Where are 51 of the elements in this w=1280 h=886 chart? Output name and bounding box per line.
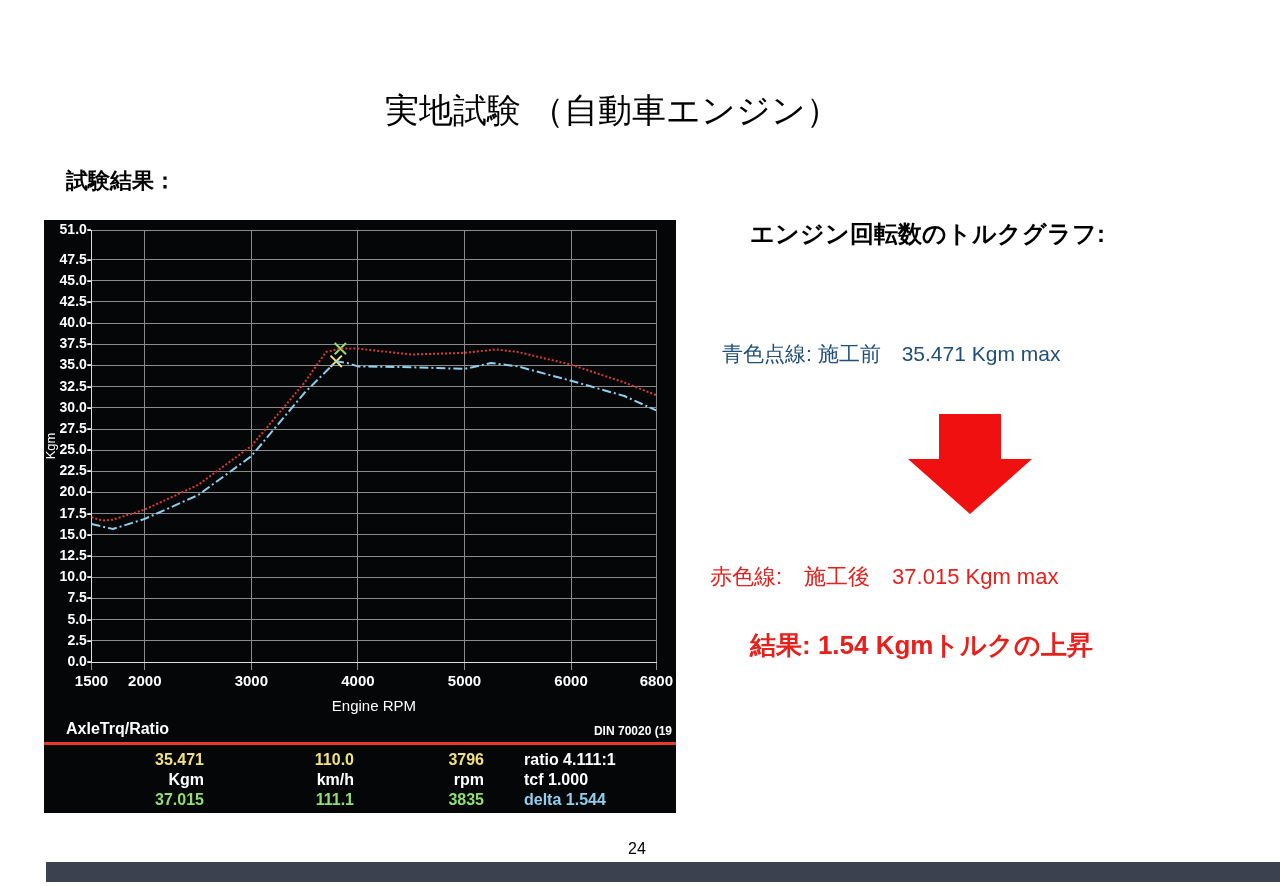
x-tick-label: 2000 bbox=[128, 672, 162, 690]
text: 3835 bbox=[447, 791, 484, 809]
y-tick-label: 12.5- bbox=[59, 546, 92, 563]
y-tick-label: 22.5- bbox=[59, 462, 92, 479]
text: delta 1.544 bbox=[523, 791, 607, 809]
y-tick-label: 45.0- bbox=[59, 271, 92, 288]
y-tick-label: 5.0- bbox=[67, 610, 92, 627]
y-tick-label: 20.0- bbox=[59, 483, 92, 500]
text: 37.015 bbox=[154, 791, 204, 809]
x-tick-label: 3000 bbox=[234, 672, 269, 690]
x-tick-label: 1500 bbox=[74, 672, 109, 690]
y-tick-label: 35.0- bbox=[59, 356, 92, 373]
text: 3796 bbox=[447, 751, 484, 769]
text: km/h bbox=[315, 771, 354, 789]
chart-title: 実地試験 （自動車エンジン） bbox=[385, 90, 841, 131]
y-tick-label: 32.5- bbox=[59, 377, 92, 394]
text: tcf 1.000 bbox=[523, 771, 590, 789]
x-axis-title: Engine RPM bbox=[331, 697, 417, 715]
x-tick-label: 6000 bbox=[554, 672, 588, 690]
text: 赤色線: 施工後 37.015 Kgm max bbox=[710, 563, 1059, 591]
y-tick-label: 17.5- bbox=[59, 504, 92, 521]
y-tick-label: 10.0- bbox=[59, 568, 92, 585]
chart-subtitle: 試験結果： bbox=[66, 167, 176, 195]
text: 110.0 bbox=[313, 751, 354, 769]
text: 35.471 bbox=[154, 751, 204, 769]
y-tick-label: 27.5- bbox=[59, 419, 92, 436]
y-tick-label: 15.0- bbox=[59, 525, 92, 542]
text: 24 bbox=[628, 840, 646, 858]
y-tick-label: 42.5- bbox=[59, 292, 92, 309]
y-tick-label: 7.5- bbox=[67, 589, 92, 606]
text: 111.1 bbox=[314, 791, 354, 809]
y-tick-label: 51.0- bbox=[59, 220, 92, 237]
text: AxleTrq/Ratio bbox=[66, 720, 170, 738]
text: 青色点線: 施工前 35.471 Kgm max bbox=[722, 341, 1061, 367]
x-tick-label: 6800 bbox=[639, 672, 673, 690]
y-tick-label: 37.5- bbox=[59, 335, 92, 352]
text: rpm bbox=[452, 771, 484, 789]
text: DIN 70020 (19 bbox=[593, 724, 672, 738]
y-axis-title: Kgm bbox=[43, 432, 59, 460]
y-tick-label: 0.0- bbox=[67, 652, 92, 669]
x-tick-label: 4000 bbox=[341, 672, 375, 690]
y-tick-label: 30.0- bbox=[59, 398, 92, 415]
text: エンジン回転数のトルクグラフ: bbox=[750, 219, 1105, 249]
y-tick-label: 47.5- bbox=[59, 250, 92, 267]
y-tick-label: 2.5- bbox=[67, 631, 92, 648]
text: ratio 4.111:1 bbox=[523, 751, 617, 769]
text: 結果: 1.54 Kgmトルクの上昇 bbox=[750, 629, 1094, 662]
x-tick-label: 5000 bbox=[447, 672, 482, 690]
y-tick-label: 40.0- bbox=[59, 314, 92, 331]
text: Kgm bbox=[167, 771, 204, 789]
y-tick-label: 25.0- bbox=[59, 441, 92, 458]
